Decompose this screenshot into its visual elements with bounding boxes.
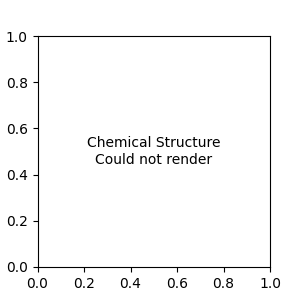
Text: Chemical Structure
Could not render: Chemical Structure Could not render xyxy=(87,136,220,166)
